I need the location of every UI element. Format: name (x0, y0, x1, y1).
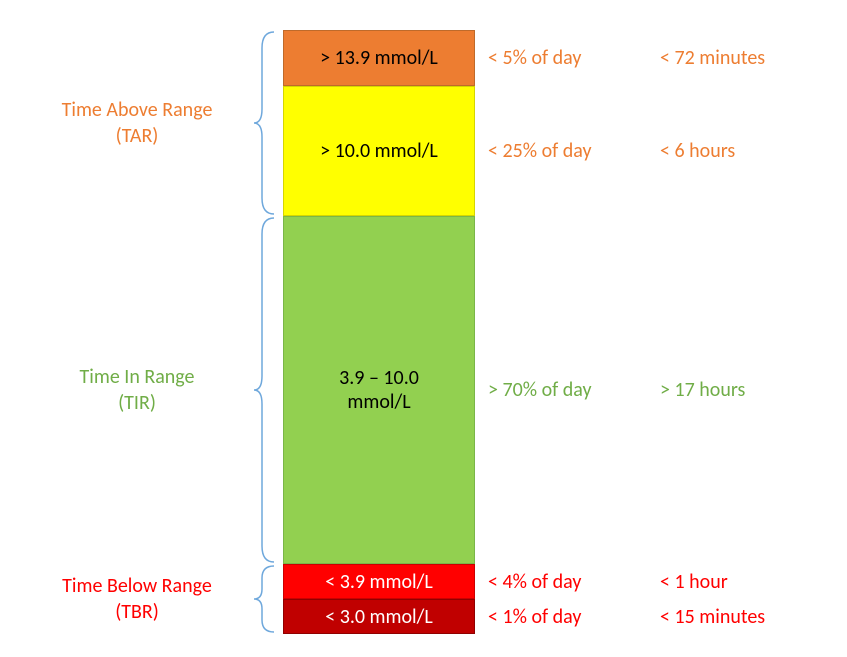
label-tar-line1: Time Above Range (62, 97, 213, 123)
segment-high-range: > 10.0 mmol/L (320, 139, 438, 163)
segment-in-range: 3.9 – 10.0 mmol/L (283, 216, 475, 564)
pct-very-low: < 1% of day (488, 599, 581, 634)
label-tar: Time Above Range (TAR) (32, 86, 242, 160)
label-tir-line1: Time In Range (80, 364, 195, 390)
segment-very-high: > 13.9 mmol/L (283, 30, 475, 86)
label-tar-line2: (TAR) (116, 123, 159, 149)
label-tbr-line1: Time Below Range (62, 573, 212, 599)
bracket-tar-icon (254, 30, 274, 216)
label-tir: Time In Range (TIR) (32, 358, 242, 422)
bracket-tir-icon (254, 216, 274, 564)
bracket-tbr-icon (254, 564, 274, 634)
time-very-low: < 15 minutes (660, 599, 765, 634)
pct-high: < 25% of day (488, 86, 592, 216)
segment-very-low: < 3.0 mmol/L (283, 599, 475, 634)
time-in-range: > 17 hours (660, 216, 745, 564)
segment-high: > 10.0 mmol/L (283, 86, 475, 216)
segment-very-low-range: < 3.0 mmol/L (325, 605, 433, 629)
label-tbr-line2: (TBR) (115, 599, 159, 625)
label-tir-line2: (TIR) (118, 390, 156, 416)
time-low: < 1 hour (660, 564, 728, 599)
label-tbr: Time Below Range (TBR) (32, 572, 242, 626)
segment-low-range: < 3.9 mmol/L (325, 570, 433, 594)
time-high: < 6 hours (660, 86, 735, 216)
pct-in-range: > 70% of day (488, 216, 592, 564)
segment-in-range-range: 3.9 – 10.0 mmol/L (314, 366, 444, 414)
segment-very-high-range: > 13.9 mmol/L (320, 46, 438, 70)
pct-low: < 4% of day (488, 564, 581, 599)
pct-very-high: < 5% of day (488, 30, 581, 86)
segment-low: < 3.9 mmol/L (283, 564, 475, 599)
time-very-high: < 72 minutes (660, 30, 765, 86)
